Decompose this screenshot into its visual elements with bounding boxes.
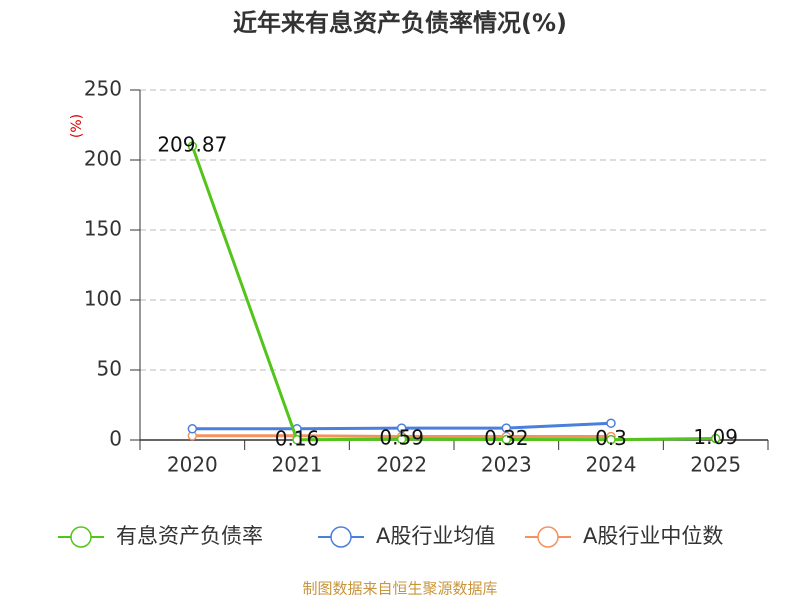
y-tick-label: 100	[84, 287, 122, 311]
data-label: 209.87	[157, 133, 227, 157]
point	[292, 435, 302, 445]
point	[187, 141, 198, 151]
x-tick-label: 2023	[481, 453, 532, 477]
x-tick-label: 2022	[376, 453, 427, 477]
y-tick-label: 0	[109, 427, 122, 451]
y-tick-label: 200	[84, 147, 122, 171]
y-axis-label: (%)	[69, 114, 85, 138]
x-tick-label: 2021	[272, 453, 323, 477]
point	[606, 434, 616, 445]
data-label: 0.3	[595, 426, 627, 450]
y-tick-label: 50	[97, 357, 122, 381]
legend-label: A股行业中位数	[583, 524, 723, 548]
y-tick-label: 250	[84, 77, 122, 101]
point	[606, 418, 616, 428]
data-label: 1.09	[693, 425, 738, 449]
source-note: 制图数据来自恒生聚源数据库	[302, 580, 497, 598]
legend-marker	[537, 526, 559, 548]
x-tick-label: 2025	[690, 453, 741, 477]
point	[501, 423, 512, 433]
series-line	[190, 145, 716, 442]
legend-marker	[70, 526, 92, 548]
x-tick-label: 2024	[586, 453, 637, 477]
legend-label: A股行业均值	[376, 524, 495, 548]
data-label: 0.32	[484, 426, 529, 450]
point	[187, 424, 198, 434]
chart-title: 近年来有息资产负债率情况(%)	[233, 9, 567, 37]
point	[396, 434, 407, 444]
y-tick-label: 150	[84, 217, 122, 241]
point	[396, 423, 407, 433]
legend-label: 有息资产负债率	[116, 524, 263, 548]
data-label: 0.16	[275, 426, 320, 450]
legend-marker	[330, 526, 352, 548]
point	[710, 433, 721, 444]
point	[501, 434, 512, 445]
data-label: 0.59	[379, 426, 424, 450]
x-tick-label: 2020	[167, 453, 218, 477]
